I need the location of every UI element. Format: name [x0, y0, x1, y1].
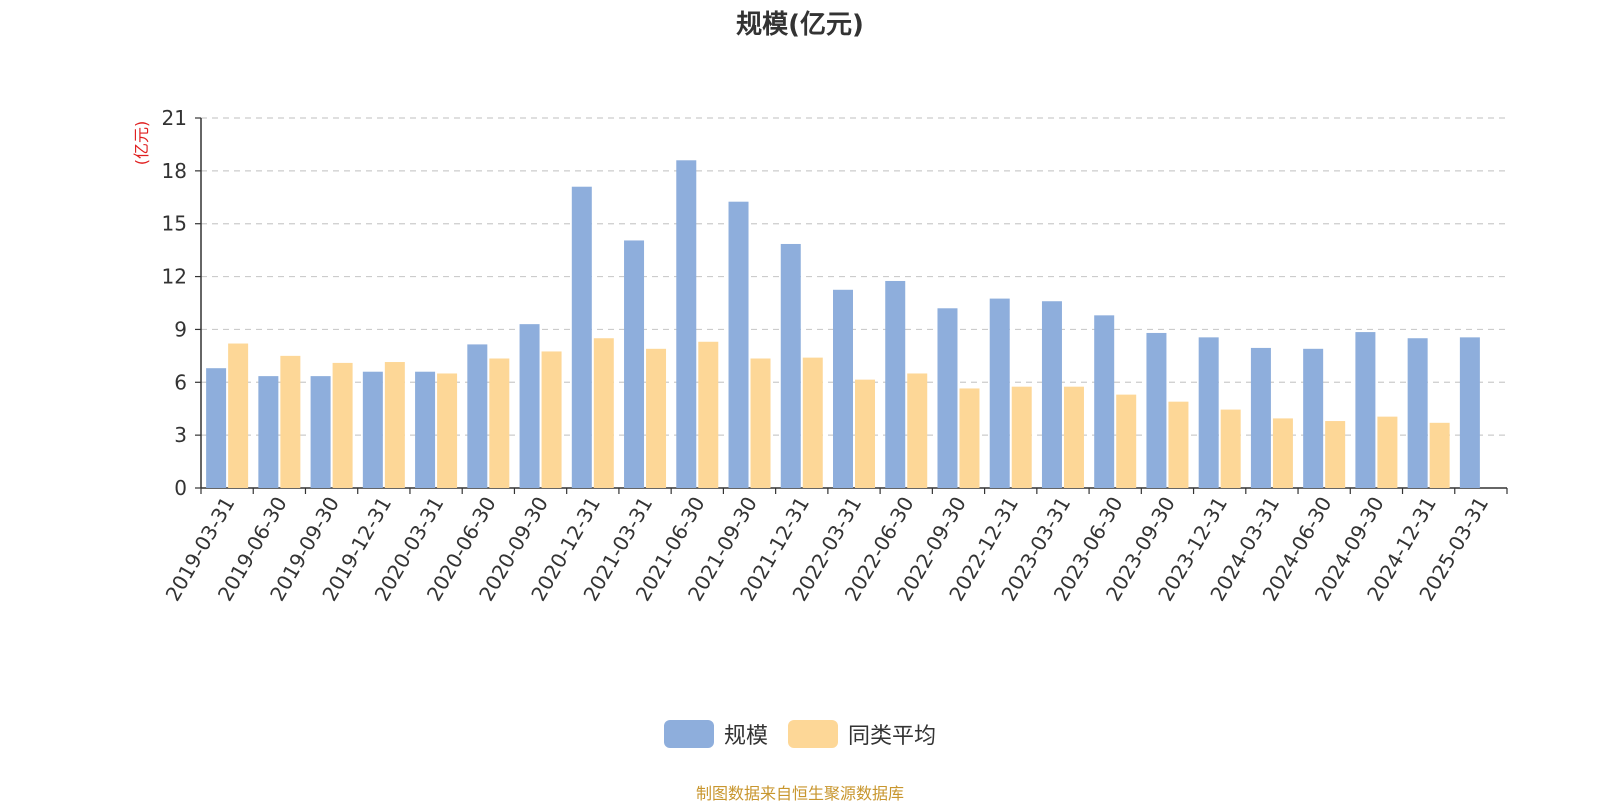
bar-peer-average [1168, 401, 1189, 488]
bar-peer-average [907, 373, 928, 488]
legend-swatch-series-0 [663, 720, 714, 748]
bar-scale [676, 160, 697, 489]
y-tick-label: 9 [174, 317, 187, 341]
bar-peer-average [437, 373, 458, 488]
bar-peer-average [1220, 409, 1241, 488]
bar-peer-average [802, 357, 823, 488]
bar-scale [206, 368, 227, 488]
bar-scale [833, 289, 853, 488]
bar-peer-average [1011, 386, 1032, 488]
bar-scale [624, 240, 645, 488]
bar-peer-average [489, 358, 510, 488]
y-tick-label: 18 [162, 159, 187, 183]
legend-label-series-0: 规模 [723, 724, 768, 749]
bar-scale [258, 376, 279, 488]
bar-scale [885, 280, 906, 488]
bar-peer-average [1429, 422, 1450, 488]
bar-scale [1407, 338, 1428, 488]
y-tick-label: 15 [162, 212, 187, 236]
bar-peer-average [1116, 394, 1137, 488]
bar-scale [728, 201, 749, 488]
bar-peer-average [280, 355, 301, 488]
y-tick-label: 3 [174, 423, 187, 447]
bar-peer-average [1377, 416, 1398, 488]
y-axis-label: (亿元) [132, 121, 151, 166]
bar-peer-average [959, 388, 980, 488]
legend-swatch-series-1 [788, 720, 838, 748]
y-tick-label: 12 [162, 265, 187, 289]
bar-peer-average [228, 343, 249, 488]
legend-item-series-1[interactable]: 同类平均 [788, 718, 936, 750]
bar-scale [1303, 348, 1324, 488]
source-note: 制图数据来自恒生聚源数据库 [695, 784, 904, 803]
bar-scale [780, 243, 801, 488]
bar-scale [571, 186, 592, 488]
bar-peer-average [332, 362, 353, 488]
y-tick-label: 0 [174, 476, 187, 500]
legend-label-series-1: 同类平均 [848, 724, 937, 749]
bar-peer-average [384, 362, 405, 488]
bar-peer-average [750, 358, 771, 488]
bar-scale [1355, 332, 1376, 488]
legend: 规模 同类平均 [0, 718, 1600, 750]
bar-scale [1198, 337, 1219, 488]
bar-peer-average [855, 379, 875, 488]
chart-title: 规模(亿元) [736, 10, 864, 40]
y-tick-label: 6 [174, 370, 187, 394]
legend-item-series-0[interactable]: 规模 [663, 718, 768, 750]
bar-scale [519, 324, 540, 488]
y-tick-label: 21 [162, 106, 187, 130]
bar-peer-average [1325, 421, 1346, 488]
bar-scale [310, 376, 331, 488]
bar-peer-average [1063, 386, 1084, 488]
bar-scale [1041, 301, 1062, 488]
bar-peer-average [698, 341, 719, 488]
bar-peer-average [541, 351, 562, 488]
bar-peer-average [646, 348, 667, 488]
bar-scale [1459, 337, 1480, 488]
bar-scale [937, 308, 958, 488]
bar-scale [1250, 347, 1271, 488]
bar-peer-average [593, 338, 614, 488]
bar-scale [1094, 315, 1115, 488]
bar-peer-average [1272, 418, 1293, 488]
bar-scale [467, 344, 488, 488]
bar-scale [1146, 332, 1167, 488]
bar-scale [415, 371, 436, 488]
bar-scale [989, 298, 1010, 488]
bar-scale [362, 371, 383, 488]
